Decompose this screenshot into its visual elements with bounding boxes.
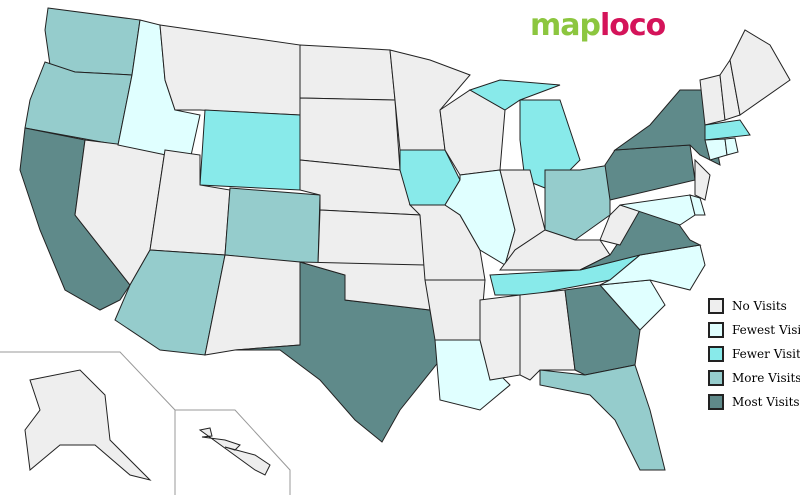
legend-item-most-visits: Most Visits bbox=[708, 390, 800, 414]
legend-swatch bbox=[708, 394, 724, 410]
state-co bbox=[224, 187, 321, 266]
inset-borders bbox=[0, 351, 291, 495]
legend-swatch bbox=[708, 370, 724, 386]
legend-item-no-visits: No Visits bbox=[708, 294, 800, 318]
state-ri bbox=[724, 137, 739, 156]
state-ak bbox=[24, 369, 152, 481]
state-ks bbox=[317, 209, 426, 266]
state-ok bbox=[299, 261, 431, 311]
state-wa bbox=[44, 7, 141, 76]
legend-item-fewer-visits: Fewer Visits bbox=[708, 342, 800, 366]
state-nj bbox=[694, 158, 711, 201]
legend: No Visits Fewest Visits Fewer Visits Mor… bbox=[708, 294, 800, 414]
state-ar bbox=[424, 279, 486, 341]
state-sd bbox=[299, 97, 401, 171]
legend-item-fewest-visits: Fewest Visits bbox=[708, 318, 800, 342]
legend-swatch bbox=[708, 346, 724, 362]
state-fl bbox=[539, 364, 666, 471]
state-pa bbox=[604, 144, 696, 201]
state-ma bbox=[704, 119, 751, 141]
legend-swatch bbox=[708, 298, 724, 314]
legend-item-more-visits: More Visits bbox=[708, 366, 800, 390]
legend-swatch bbox=[708, 322, 724, 338]
state-wy bbox=[199, 109, 301, 191]
state-me bbox=[729, 29, 791, 116]
state-nd bbox=[299, 44, 396, 101]
state-mt bbox=[159, 24, 301, 116]
state-mi bbox=[468, 79, 561, 111]
state-de bbox=[689, 194, 706, 216]
maploco-logo: maploco bbox=[530, 8, 666, 43]
state-oh bbox=[544, 164, 611, 241]
state-hi bbox=[198, 427, 271, 476]
